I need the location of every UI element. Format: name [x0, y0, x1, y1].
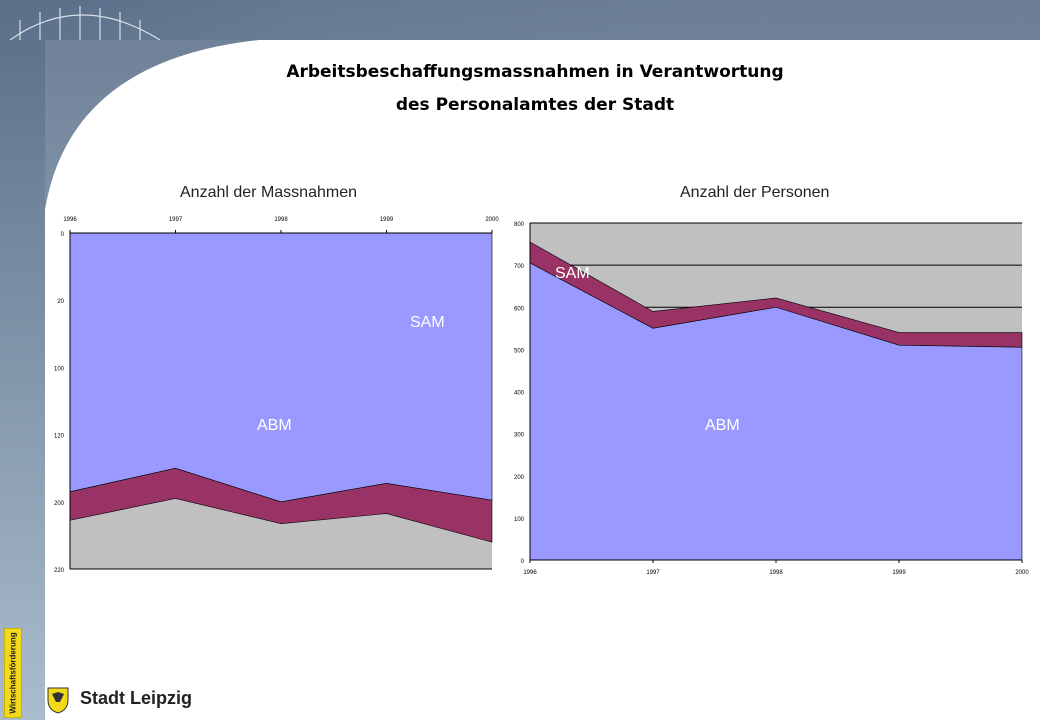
page-title-line1: Arbeitsbeschaffungsmassnahmen in Verantw…	[286, 62, 784, 82]
chart2-ytick-label: 200	[514, 475, 525, 481]
chart2-ytick-label: 700	[514, 264, 525, 270]
chart2-ytick-label: 400	[514, 391, 525, 397]
page-title-line2: des Personalamtes der Stadt	[395, 95, 675, 115]
chart2-ytick-label: 300	[514, 433, 525, 439]
side-tab-label: Wirtschaftsförderung	[8, 632, 18, 714]
chart2-ytick-label: 500	[514, 348, 525, 354]
chart1-xtick-label: 1997	[169, 217, 183, 223]
chart1-label-abm: ABM	[257, 417, 292, 434]
chart2-label-sam: SAM	[555, 265, 590, 282]
chart1-series-abm	[69, 232, 493, 503]
chart2-xtick-label: 1999	[892, 570, 906, 576]
chart1-ytick-label: 20	[57, 299, 64, 305]
chart2-ytick-label: 600	[514, 306, 525, 312]
chart2-series-abm	[529, 262, 1023, 561]
chart1-ytick-label: 220	[54, 568, 65, 574]
chart2-label-abm: ABM	[705, 417, 740, 434]
city-crest-icon	[47, 687, 69, 714]
chart2-title: Anzahl der Personen	[680, 184, 830, 201]
logo-text: Stadt Leipzig	[80, 688, 192, 708]
chart1-ytick-label: 0	[61, 232, 65, 238]
chart1-ytick-label: 120	[54, 434, 65, 440]
chart2-ytick-label: 100	[514, 517, 525, 523]
chart1-ytick-label: 100	[54, 366, 65, 372]
chart1-title: Anzahl der Massnahmen	[180, 184, 357, 201]
chart1-xtick-label: 1996	[63, 217, 77, 223]
chart1-xtick-label: 1998	[274, 217, 288, 223]
chart2-xtick-label: 2000	[1015, 570, 1029, 576]
chart2-xtick-label: 1998	[769, 570, 783, 576]
wirtschaftsfoerderung-tab: Wirtschaftsförderung	[4, 628, 22, 718]
chart1-xtick-label: 2000	[485, 217, 499, 223]
chart1-ytick-label: 200	[54, 501, 65, 507]
chart1-label-sam: SAM	[410, 314, 445, 331]
chart2-ytick-label: 0	[521, 559, 525, 565]
chart2-ytick-label: 800	[514, 222, 525, 228]
chart2-xtick-label: 1997	[646, 570, 660, 576]
chart1-xtick-label: 1999	[380, 217, 394, 223]
chart2-xtick-label: 1996	[523, 570, 537, 576]
